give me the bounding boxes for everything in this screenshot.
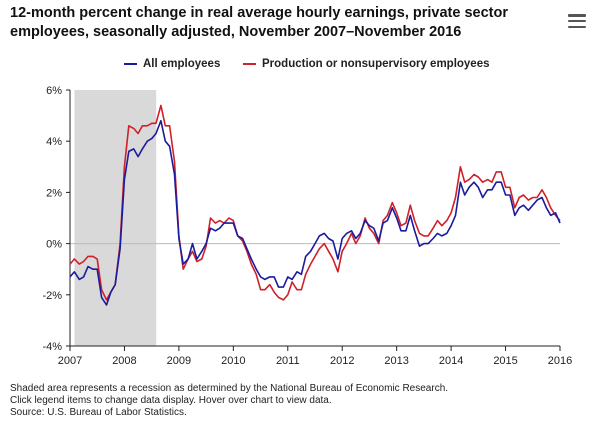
y-tick-label: 2% <box>46 187 62 199</box>
chart-title: 12-month percent change in real average … <box>10 5 508 40</box>
x-tick-label: 2013 <box>384 355 408 367</box>
menu-bar <box>568 14 586 17</box>
footnote-recession: Shaded area represents a recession as de… <box>10 383 449 394</box>
recession-shade <box>74 90 157 346</box>
series-line-all-employees[interactable] <box>69 119 561 306</box>
x-tick-label: 2015 <box>493 355 517 367</box>
legend-label: Production or nonsupervisory employees <box>262 58 490 70</box>
axis-layer: -4% -2% 0% 2% 4% 6% 2007 2008 2009 2010 2011 2012 20… <box>42 85 572 367</box>
series-layer[interactable] <box>69 104 561 306</box>
footnote-instructions: Click legend items to change data displa… <box>10 394 332 406</box>
legend-item-production-employees[interactable]: Production or nonsupervisory employees <box>243 55 490 73</box>
x-tick-label: 2008 <box>112 355 136 367</box>
legend-swatch-all-employees <box>124 63 137 65</box>
menu-bar <box>568 19 586 23</box>
legend-swatch-production-employees <box>243 63 256 65</box>
y-tick-label: -2% <box>42 290 62 302</box>
x-tick-label: 2012 <box>330 355 354 367</box>
x-tick-label: 2009 <box>167 355 191 367</box>
chart-legend: All employees Production or nonsuperviso… <box>0 55 600 73</box>
series-line-production-employees[interactable] <box>69 104 561 301</box>
footnote-source: Source: U.S. Bureau of Labor Statistics. <box>10 406 187 418</box>
recession-shade-layer <box>74 90 157 346</box>
y-tick-label: 4% <box>46 136 62 148</box>
legend-item-all-employees[interactable]: All employees <box>124 55 220 73</box>
menu-bar <box>568 25 586 29</box>
hamburger-menu-icon[interactable] <box>568 14 586 30</box>
x-tick-label: 2007 <box>58 355 82 367</box>
x-tick-label: 2011 <box>276 355 300 367</box>
chart-footnotes: Shaded area represents a recession as de… <box>10 383 590 418</box>
y-tick-label: 0% <box>46 239 62 251</box>
line-chart[interactable]: -4% -2% 0% 2% 4% 6% 2007 2008 2009 2010 2011 2012 20… <box>0 0 600 380</box>
y-tick-label: 6% <box>46 85 62 97</box>
x-tick-label: 2010 <box>221 355 245 367</box>
y-tick-label: -4% <box>42 341 62 353</box>
x-tick-label: 2016 <box>548 355 572 367</box>
legend-label: All employees <box>143 58 221 70</box>
x-tick-label: 2014 <box>439 355 463 367</box>
